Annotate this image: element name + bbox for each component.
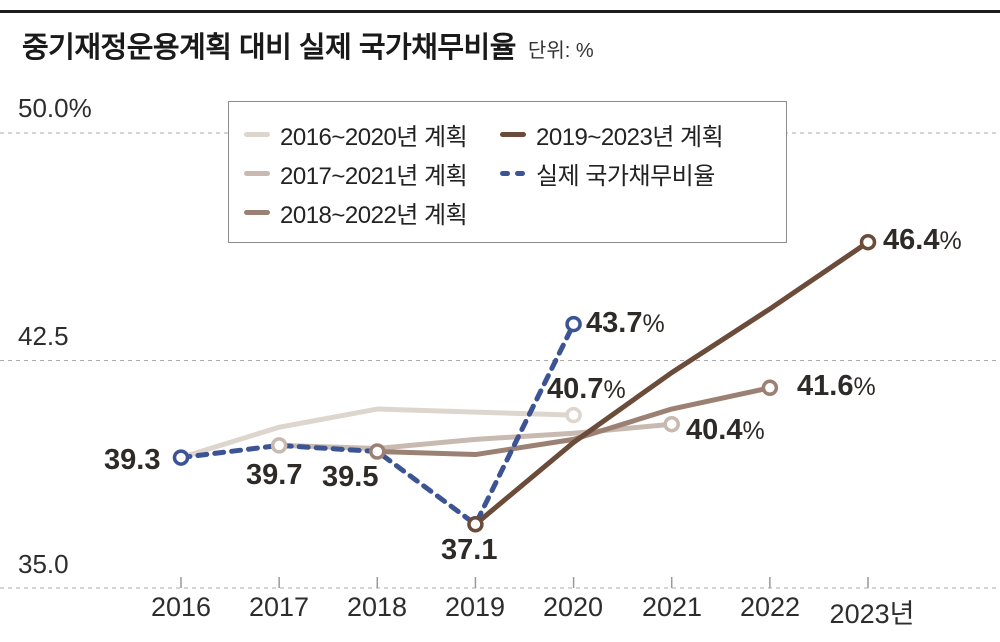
point-label: 46.4%	[883, 224, 962, 256]
series-marker-3	[467, 516, 484, 533]
legend-label: 2017~2021년 계획	[280, 163, 468, 190]
top-rule	[0, 10, 1000, 13]
series-marker-0	[565, 406, 582, 424]
point-label: 39.3	[104, 444, 161, 476]
x-axis-label: 2021	[641, 592, 703, 622]
legend-label: 2018~2022년 계획	[280, 202, 468, 229]
point-label: 40.4%	[686, 414, 765, 446]
series-marker-3	[859, 233, 877, 251]
legend-swatch-line	[500, 132, 526, 137]
point-label: 43.7%	[586, 307, 665, 339]
x-axis-label: 2020	[542, 592, 604, 622]
chart-title: 중기재정운용계획 대비 실제 국가채무비율	[22, 32, 516, 64]
series-marker-2	[369, 443, 386, 460]
legend-swatch-line	[244, 171, 270, 176]
x-axis-label: 2023년	[829, 599, 915, 629]
x-axis-label: 2017	[248, 592, 310, 622]
chart-title-bar: 중기재정운용계획 대비 실제 국가채무비율 단위: %	[22, 24, 594, 66]
x-axis-label: 2018	[346, 592, 408, 622]
y-axis-label: 35.0	[18, 549, 69, 579]
series-marker-4	[172, 449, 190, 466]
point-label: 40.7%	[547, 373, 626, 405]
series-line-0	[178, 406, 577, 461]
series-marker-1	[663, 415, 680, 433]
legend-item: 2016~2020년 계획	[244, 115, 468, 154]
y-axis-label: 50.0%	[18, 93, 92, 123]
legend-swatch-line	[244, 132, 270, 137]
point-label: 39.5	[322, 461, 379, 493]
legend-item: 실제 국가채무비율	[500, 154, 715, 193]
series-marker-2	[761, 379, 779, 397]
legend: 2016~2020년 계획 2017~2021년 계획 2018~2022년 계…	[228, 101, 787, 243]
legend-item: 2017~2021년 계획	[244, 154, 468, 193]
legend-label: 실제 국가채무비율	[536, 163, 715, 190]
point-label: 41.6%	[797, 370, 876, 402]
series-marker-1	[270, 437, 288, 454]
legend-swatch-line	[244, 210, 270, 215]
legend-label: 2016~2020년 계획	[280, 124, 468, 151]
series-line-3	[472, 239, 871, 527]
point-label: 39.7	[246, 459, 303, 491]
x-axis-label: 2022	[739, 592, 801, 622]
unit-label: 단위: %	[527, 40, 594, 62]
legend-label: 2019~2023년 계획	[536, 124, 724, 151]
point-label: 37.1	[441, 534, 498, 566]
y-axis-label: 42.5	[18, 321, 69, 351]
series-marker-4	[565, 315, 582, 333]
legend-item: 2019~2023년 계획	[500, 115, 724, 154]
legend-swatch-dashed-line	[500, 171, 526, 176]
x-axis-label: 2019	[444, 592, 506, 622]
x-axis-label: 2016	[150, 592, 212, 622]
legend-item: 2018~2022년 계획	[244, 193, 468, 232]
